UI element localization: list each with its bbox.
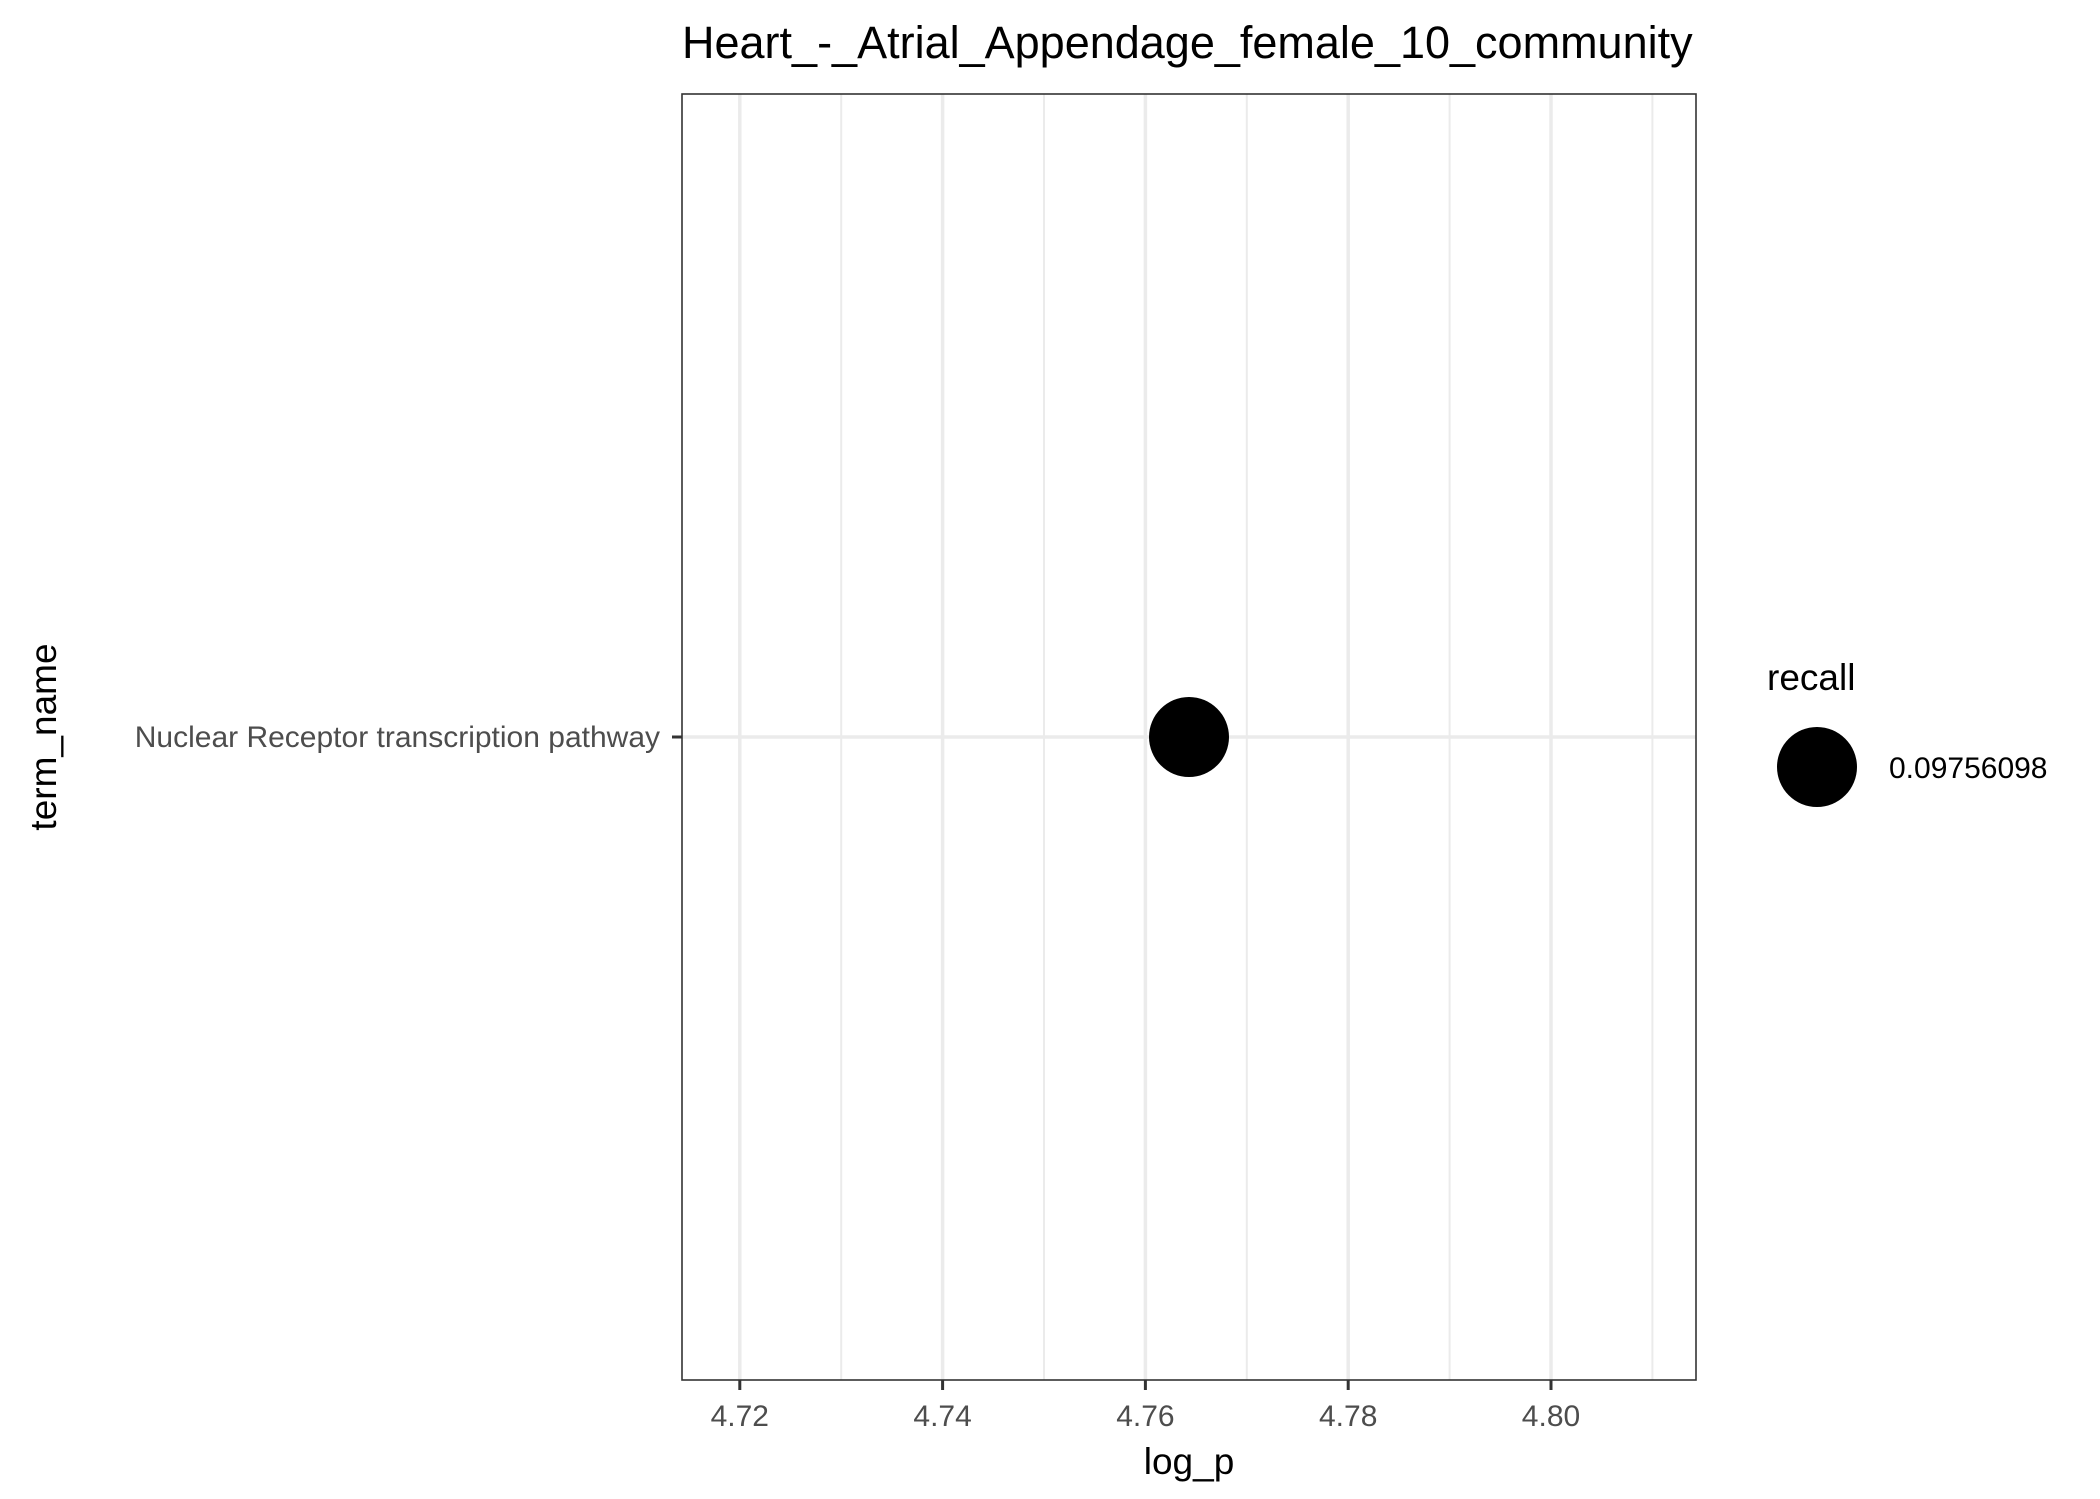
x-tick-label: 4.74 bbox=[913, 1400, 971, 1433]
x-tick-label: 4.72 bbox=[711, 1400, 769, 1433]
x-tick-label: 4.80 bbox=[1522, 1400, 1580, 1433]
y-axis-ticks: Nuclear Receptor transcription pathway bbox=[135, 721, 682, 754]
legend-entry-label: 0.09756098 bbox=[1889, 752, 2048, 785]
x-axis-title: log_p bbox=[1144, 1441, 1235, 1482]
legend: recall 0.09756098 bbox=[1767, 657, 2048, 807]
legend-title: recall bbox=[1767, 657, 1855, 698]
x-tick-label: 4.76 bbox=[1116, 1400, 1174, 1433]
x-tick-label: 4.78 bbox=[1319, 1400, 1377, 1433]
legend-key-dot bbox=[1777, 727, 1857, 807]
data-points bbox=[1149, 697, 1229, 777]
y-axis-title: term_name bbox=[23, 643, 64, 830]
chart-title: Heart_-_Atrial_Appendage_female_10_commu… bbox=[682, 17, 1693, 68]
y-tick-label: Nuclear Receptor transcription pathway bbox=[135, 721, 660, 754]
data-point bbox=[1149, 697, 1229, 777]
x-axis-ticks: 4.72 4.74 4.76 4.78 4.80 bbox=[711, 1380, 1580, 1433]
